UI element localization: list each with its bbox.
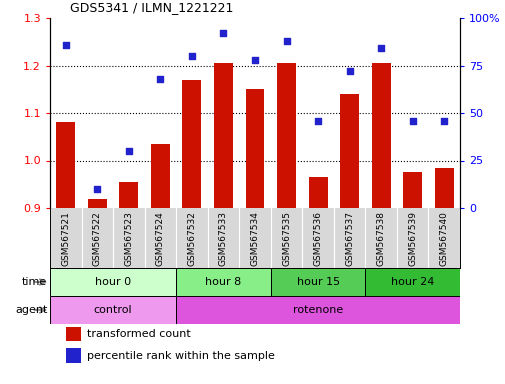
Text: time: time bbox=[22, 277, 47, 287]
Text: GSM567538: GSM567538 bbox=[376, 211, 385, 266]
Text: GSM567534: GSM567534 bbox=[250, 211, 259, 266]
Point bbox=[250, 57, 259, 63]
Point bbox=[439, 118, 447, 124]
Text: GSM567521: GSM567521 bbox=[61, 211, 70, 266]
Text: GSM567537: GSM567537 bbox=[344, 211, 354, 266]
Bar bbox=[119, 182, 138, 208]
Text: hour 0: hour 0 bbox=[95, 277, 131, 287]
Bar bbox=[176, 296, 459, 324]
Text: percentile rank within the sample: percentile rank within the sample bbox=[87, 351, 274, 361]
Point bbox=[93, 186, 101, 192]
Bar bbox=[50, 268, 176, 296]
Bar bbox=[66, 327, 81, 341]
Point bbox=[282, 38, 290, 44]
Point bbox=[219, 30, 227, 36]
Bar bbox=[88, 199, 107, 208]
Point bbox=[187, 53, 195, 59]
Point bbox=[125, 148, 133, 154]
Point bbox=[156, 76, 164, 82]
Text: transformed count: transformed count bbox=[87, 329, 190, 339]
Bar bbox=[339, 94, 359, 208]
Point bbox=[345, 68, 353, 74]
Bar bbox=[66, 348, 81, 363]
Bar bbox=[434, 168, 453, 208]
Bar bbox=[182, 80, 201, 208]
Text: GSM567539: GSM567539 bbox=[408, 211, 416, 266]
Text: GSM567533: GSM567533 bbox=[219, 211, 228, 266]
Bar bbox=[50, 296, 176, 324]
Bar bbox=[402, 172, 421, 208]
Bar bbox=[214, 63, 232, 208]
Bar bbox=[277, 63, 295, 208]
Text: GDS5341 / ILMN_1221221: GDS5341 / ILMN_1221221 bbox=[70, 1, 233, 14]
Text: agent: agent bbox=[15, 305, 47, 315]
Point bbox=[314, 118, 322, 124]
Bar bbox=[150, 144, 170, 208]
Text: GSM567536: GSM567536 bbox=[313, 211, 322, 266]
Point bbox=[62, 41, 70, 48]
Bar bbox=[371, 63, 390, 208]
Text: hour 15: hour 15 bbox=[296, 277, 339, 287]
Text: GSM567532: GSM567532 bbox=[187, 211, 196, 266]
Text: GSM567522: GSM567522 bbox=[92, 211, 102, 266]
Bar bbox=[176, 268, 270, 296]
Bar bbox=[365, 268, 459, 296]
Text: GSM567540: GSM567540 bbox=[439, 211, 448, 266]
Bar bbox=[308, 177, 327, 208]
Bar bbox=[56, 122, 75, 208]
Point bbox=[408, 118, 416, 124]
Text: GSM567523: GSM567523 bbox=[124, 211, 133, 266]
Bar bbox=[245, 89, 264, 208]
Text: GSM567535: GSM567535 bbox=[281, 211, 290, 266]
Text: rotenone: rotenone bbox=[292, 305, 342, 315]
Text: hour 24: hour 24 bbox=[390, 277, 433, 287]
Text: GSM567524: GSM567524 bbox=[156, 211, 165, 266]
Text: control: control bbox=[93, 305, 132, 315]
Bar bbox=[270, 268, 365, 296]
Point bbox=[376, 45, 384, 51]
Text: hour 8: hour 8 bbox=[205, 277, 241, 287]
